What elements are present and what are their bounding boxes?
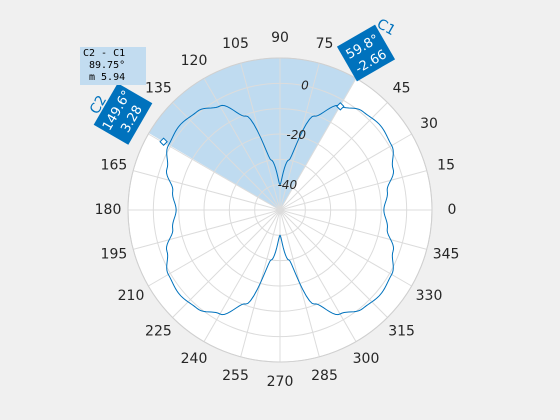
theta-tick-label: 90 bbox=[271, 30, 289, 46]
theta-tick-label: 255 bbox=[222, 368, 249, 384]
theta-tick-label: 0 bbox=[448, 202, 457, 218]
theta-tick-label: 180 bbox=[95, 202, 122, 218]
cursor-c2-annotation[interactable]: C2 149.6° 3.28 bbox=[87, 83, 153, 145]
grid-spoke bbox=[203, 209, 281, 342]
grid-spoke bbox=[279, 209, 357, 342]
grid-spoke bbox=[279, 209, 427, 250]
theta-tick-label: 315 bbox=[388, 324, 415, 340]
delta-readout-background bbox=[80, 47, 146, 85]
grid-spoke bbox=[133, 209, 281, 250]
grid-spoke bbox=[279, 170, 427, 211]
theta-tick-label: 330 bbox=[416, 288, 443, 304]
grid-spoke bbox=[279, 209, 412, 287]
theta-tick-label: 300 bbox=[353, 351, 380, 367]
grid-spoke bbox=[148, 133, 281, 211]
theta-tick-label: 225 bbox=[145, 324, 172, 340]
cursor-marker-1[interactable] bbox=[336, 102, 345, 111]
theta-tick-label: 210 bbox=[118, 288, 145, 304]
grid-spoke bbox=[203, 78, 281, 211]
theta-tick-label: 195 bbox=[101, 247, 128, 263]
r-tick-label: -20 bbox=[286, 128, 306, 142]
theta-tick-label: 240 bbox=[181, 351, 208, 367]
theta-tick-label: 45 bbox=[393, 80, 411, 96]
grid-spoke bbox=[279, 78, 357, 211]
grid-spoke bbox=[279, 133, 412, 211]
theta-tick-label: 30 bbox=[420, 116, 438, 132]
grid-spoke bbox=[148, 209, 281, 287]
cursor-delta-readout: C2 - C1 89.75° m 5.94 bbox=[80, 47, 146, 85]
cursor-marker-2[interactable] bbox=[159, 137, 168, 146]
grid-spoke bbox=[133, 170, 281, 211]
cursor-c1-box bbox=[336, 24, 396, 82]
grid-spoke bbox=[172, 209, 281, 318]
grid-spoke bbox=[172, 102, 281, 211]
cursor-markers bbox=[159, 102, 345, 146]
grid-spoke bbox=[279, 209, 388, 318]
theta-tick-label: 345 bbox=[433, 247, 460, 263]
theta-tick-label: 285 bbox=[311, 368, 338, 384]
outer-ring bbox=[127, 57, 433, 363]
r-tick-label: -40 bbox=[278, 178, 298, 192]
r-tick-label: 0 bbox=[301, 78, 309, 92]
cursor-c1-annotation[interactable]: C1 59.8° -2.66 bbox=[336, 16, 398, 82]
theta-tick-label: 270 bbox=[267, 374, 294, 390]
cursor-c2-box bbox=[93, 83, 153, 145]
r-tick-labels: -40 -20 0 bbox=[278, 78, 310, 192]
theta-tick-label: 15 bbox=[437, 158, 455, 174]
theta-tick-label: 135 bbox=[145, 80, 172, 96]
theta-tick-labels: 0 15 30 45 75 90 105 120 135 165 180 195 210 225 240 25… bbox=[95, 30, 460, 390]
grid-spoke bbox=[279, 102, 388, 211]
delta-readout-angle: 89.75° bbox=[89, 60, 125, 71]
theta-tick-label: 105 bbox=[222, 36, 249, 52]
theta-tick-label: 75 bbox=[316, 36, 334, 52]
delta-readout-title: C2 - C1 bbox=[83, 48, 125, 59]
theta-tick-label: 165 bbox=[101, 158, 128, 174]
theta-tick-label: 120 bbox=[181, 53, 208, 69]
delta-readout-magnitude: m 5.94 bbox=[89, 72, 125, 83]
shaded-sector-layer bbox=[148, 58, 357, 210]
polar-grid bbox=[127, 57, 433, 363]
shaded-sector bbox=[148, 58, 357, 210]
